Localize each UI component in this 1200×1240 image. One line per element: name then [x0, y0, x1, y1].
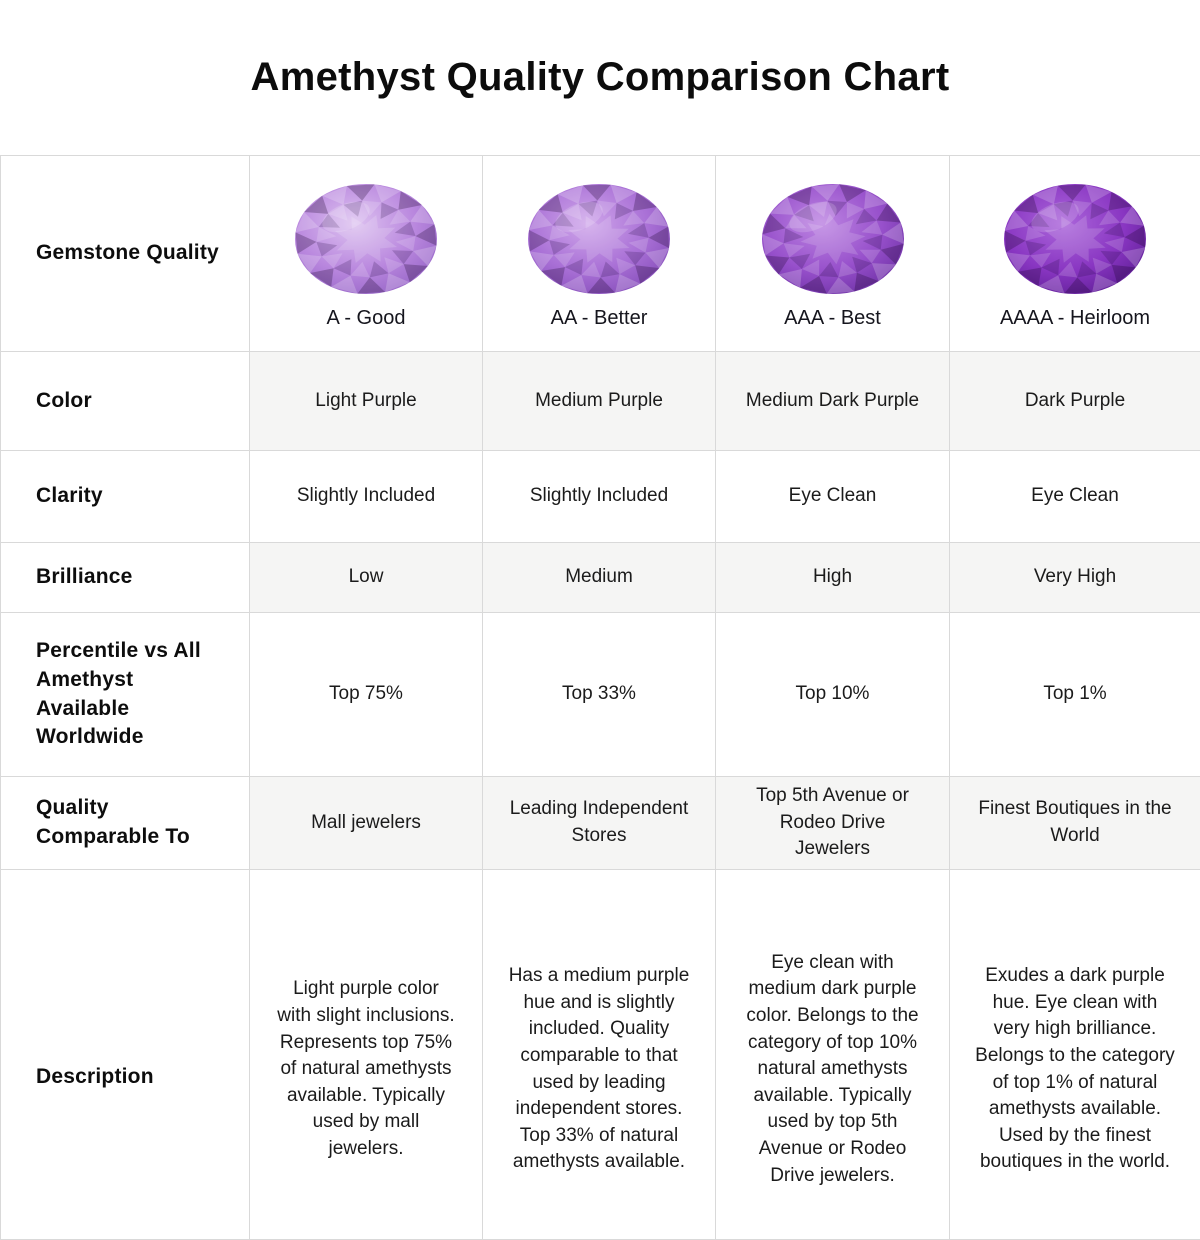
table-row-description: Description Light purple color with slig… — [1, 870, 1200, 1240]
comparable-value-aa: Leading Independent Stores — [483, 777, 716, 870]
grade-cell-aaa: AAA - Best — [716, 156, 950, 352]
page-header: Amethyst Quality Comparison Chart — [0, 0, 1200, 155]
row-label-percentile: Percentile vs All Amethyst Available Wor… — [1, 613, 250, 777]
table-row-quality-comparable: Quality Comparable To Mall jewelers Lead… — [1, 777, 1200, 870]
amethyst-gem-icon — [526, 181, 672, 297]
table-row-brilliance: Brilliance Low Medium High Very High — [1, 543, 1200, 613]
grade-cell-a: A - Good — [250, 156, 483, 352]
gem-box: AAAA - Heirloom — [950, 177, 1200, 330]
comparable-value-aaaa: Finest Boutiques in the World — [950, 777, 1200, 870]
clarity-value-a: Slightly Included — [250, 451, 483, 543]
table-row-percentile: Percentile vs All Amethyst Available Wor… — [1, 613, 1200, 777]
table-row-clarity: Clarity Slightly Included Slightly Inclu… — [1, 451, 1200, 543]
clarity-value-aa: Slightly Included — [483, 451, 716, 543]
row-label-color: Color — [1, 352, 250, 451]
description-value-aaa: Eye clean with medium dark purple color.… — [716, 870, 950, 1240]
row-label-description: Description — [1, 870, 250, 1240]
percentile-value-aaaa: Top 1% — [950, 613, 1200, 777]
clarity-value-aaa: Eye Clean — [716, 451, 950, 543]
brilliance-value-a: Low — [250, 543, 483, 613]
row-label-gemstone-quality: Gemstone Quality — [1, 156, 250, 352]
gem-box: A - Good — [250, 177, 482, 330]
grade-label: AAAA - Heirloom — [1000, 307, 1150, 330]
comparison-table: Gemstone Quality A - Good AA - Better AA… — [0, 155, 1200, 1240]
row-label-quality-comparable: Quality Comparable To — [1, 777, 250, 870]
color-value-aaa: Medium Dark Purple — [716, 352, 950, 451]
row-label-clarity: Clarity — [1, 451, 250, 543]
comparable-value-a: Mall jewelers — [250, 777, 483, 870]
grade-label: AAA - Best — [784, 307, 881, 330]
brilliance-value-aa: Medium — [483, 543, 716, 613]
grade-label: A - Good — [327, 307, 406, 330]
description-value-aa: Has a medium purple hue and is slightly … — [483, 870, 716, 1240]
brilliance-value-aaaa: Very High — [950, 543, 1200, 613]
amethyst-gem-icon — [293, 181, 439, 297]
grade-cell-aa: AA - Better — [483, 156, 716, 352]
clarity-value-aaaa: Eye Clean — [950, 451, 1200, 543]
percentile-value-aaa: Top 10% — [716, 613, 950, 777]
color-value-a: Light Purple — [250, 352, 483, 451]
row-label-brilliance: Brilliance — [1, 543, 250, 613]
comparable-value-aaa: Top 5th Avenue or Rodeo Drive Jewelers — [716, 777, 950, 870]
grade-label: AA - Better — [551, 307, 648, 330]
color-value-aaaa: Dark Purple — [950, 352, 1200, 451]
grade-cell-aaaa: AAAA - Heirloom — [950, 156, 1200, 352]
page-title: Amethyst Quality Comparison Chart — [251, 55, 950, 100]
description-value-a: Light purple color with slight inclusion… — [250, 870, 483, 1240]
color-value-aa: Medium Purple — [483, 352, 716, 451]
percentile-value-a: Top 75% — [250, 613, 483, 777]
table-row-color: Color Light Purple Medium Purple Medium … — [1, 352, 1200, 451]
brilliance-value-aaa: High — [716, 543, 950, 613]
percentile-value-aa: Top 33% — [483, 613, 716, 777]
amethyst-gem-icon — [760, 181, 906, 297]
table-row-gemstone-quality: Gemstone Quality A - Good AA - Better AA… — [1, 156, 1200, 352]
gem-box: AAA - Best — [716, 177, 949, 330]
description-value-aaaa: Exudes a dark purple hue. Eye clean with… — [950, 870, 1200, 1240]
gem-box: AA - Better — [483, 177, 715, 330]
amethyst-gem-icon — [1002, 181, 1148, 297]
